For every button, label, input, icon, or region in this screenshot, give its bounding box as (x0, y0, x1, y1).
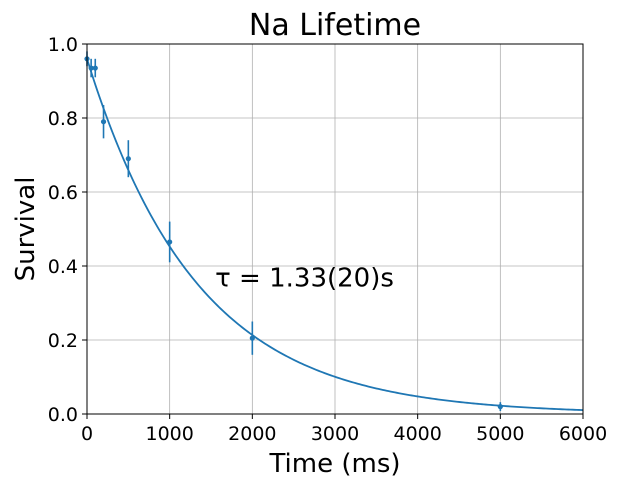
data-point (88, 58, 94, 78)
data-point (249, 321, 255, 355)
y-axis-ticks: 0.0 0.2 0.4 0.6 0.8 1.0 (48, 34, 87, 426)
data-point (167, 221, 173, 263)
x-tick-label: 1000 (145, 423, 193, 445)
point-marker (249, 335, 255, 341)
data-point (100, 105, 107, 139)
data-point (125, 140, 131, 178)
y-tick-label: 0.8 (48, 108, 78, 130)
y-axis-label: Survival (11, 177, 41, 282)
x-tick-label: 0 (81, 423, 93, 445)
point-marker (88, 65, 94, 71)
y-tick-label: 0.4 (48, 256, 78, 278)
point-marker (167, 239, 173, 245)
y-tick-label: 1.0 (48, 34, 78, 56)
data-point (92, 58, 98, 78)
x-tick-label: 5000 (476, 423, 524, 445)
chart-title: Na Lifetime (249, 8, 421, 43)
y-tick-label: 0.6 (48, 182, 78, 204)
x-axis-label: Time (ms) (268, 449, 400, 479)
x-tick-label: 6000 (559, 423, 607, 445)
point-marker (125, 156, 131, 162)
x-tick-label: 3000 (311, 423, 359, 445)
y-tick-label: 0.0 (48, 404, 78, 426)
tau-annotation: τ = 1.33(20)s (215, 263, 394, 293)
x-tick-label: 2000 (228, 423, 276, 445)
point-marker (497, 404, 503, 410)
point-marker (92, 65, 98, 71)
x-axis-ticks: 0 1000 2000 3000 4000 5000 6000 (81, 414, 607, 445)
y-tick-label: 0.2 (48, 330, 78, 352)
point-marker (100, 119, 107, 125)
x-tick-label: 4000 (393, 423, 441, 445)
data-point (497, 402, 503, 412)
